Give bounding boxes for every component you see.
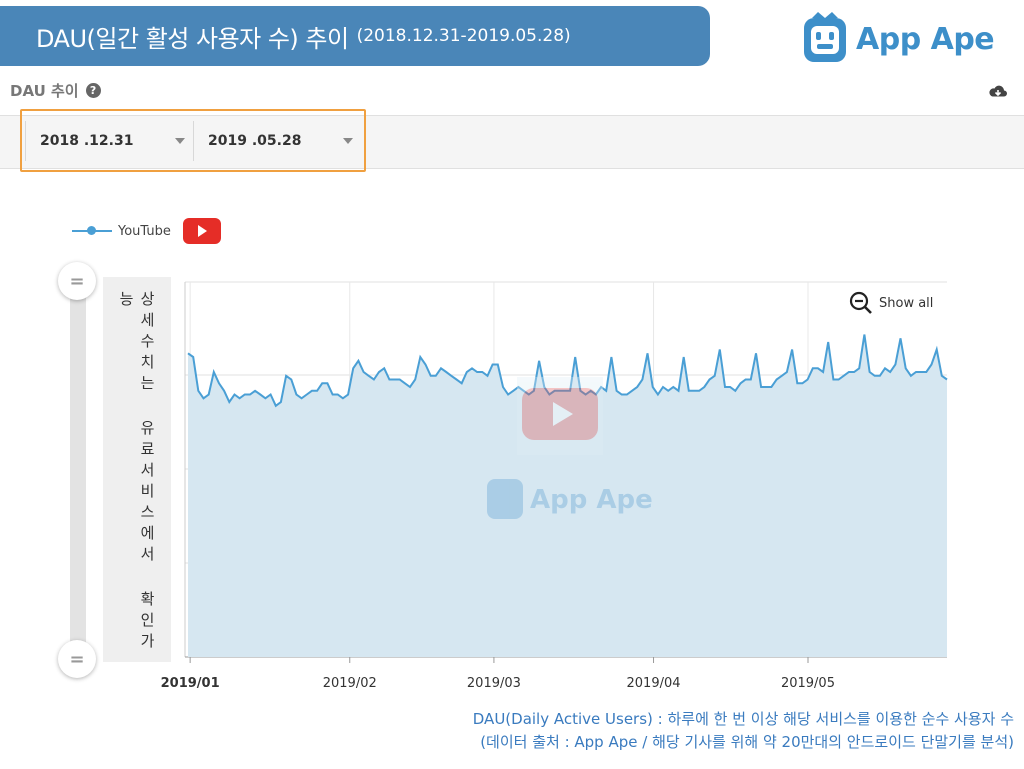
logo-text: App Ape (856, 21, 995, 57)
zoom-out-icon (849, 291, 872, 314)
chart-legend[interactable]: YouTube (72, 218, 221, 244)
slider-handle-top[interactable]: = (58, 262, 96, 300)
x-tick-label: 2019/05 (781, 676, 835, 691)
end-date-value: 2019 .05.28 (208, 133, 302, 149)
cloud-download-icon[interactable] (988, 84, 1008, 104)
show-all-label: Show all (879, 295, 934, 311)
start-date-value: 2018 .12.31 (40, 133, 134, 149)
app-ape-logo: App Ape (802, 12, 995, 66)
series-area-youtube (188, 334, 947, 657)
x-tick-label: 2019/03 (467, 676, 521, 691)
footnote: DAU(Daily Active Users) : 하루에 한 번 이상 해당 … (473, 708, 1014, 754)
footnote-line-2: (데이터 출처 : App Ape / 해당 기사를 위해 약 20만대의 안드… (480, 733, 1014, 751)
paid-service-notice: 상세수치는 유료서비스에서 확인가능 (103, 277, 171, 662)
paid-service-notice-text: 상세수치는 유료서비스에서 확인가능 (117, 291, 156, 654)
watermark-play-icon (522, 388, 598, 440)
watermark-play-triangle (553, 402, 573, 426)
section-title: DAU 추이 ? (10, 80, 101, 101)
legend-series-name: YouTube (118, 223, 171, 239)
help-icon[interactable]: ? (85, 83, 101, 98)
footnote-line-1: DAU(Daily Active Users) : 하루에 한 번 이상 해당 … (472, 710, 1014, 728)
legend-line-marker (72, 226, 112, 235)
chevron-down-icon (175, 138, 185, 144)
series-line-youtube (187, 334, 948, 408)
x-tick-label: 2019/04 (627, 676, 681, 691)
start-date-select[interactable]: 2018 .12.31 (25, 121, 193, 161)
x-axis-ticks: 2019/01 2019/02 2019/03 2019/04 2019/05 (161, 657, 835, 691)
section-title-text: DAU 추이 (10, 82, 79, 100)
x-tick-label: 2019/01 (161, 676, 220, 691)
page-date-range: (2018.12.31-2019.05.28) (356, 26, 571, 46)
date-range-highlight (20, 109, 366, 172)
slider-handle-bottom[interactable]: = (58, 640, 96, 678)
watermark: App Ape (487, 377, 653, 519)
header-banner: DAU(일간 활성 사용자 수) 추이 (2018.12.31-2019.05.… (0, 6, 710, 66)
watermark-box (517, 377, 603, 455)
end-date-select[interactable]: 2019 .05.28 (193, 121, 361, 161)
chevron-down-icon (343, 138, 353, 144)
app-ape-monkey-icon (804, 12, 846, 62)
show-all-button[interactable]: Show all (849, 291, 933, 315)
x-tick-label: 2019/02 (323, 676, 377, 691)
range-slider-track[interactable] (70, 285, 86, 660)
youtube-icon (182, 218, 221, 244)
watermark-text: App Ape (530, 485, 653, 515)
date-toolbar (0, 115, 1024, 169)
page-title: DAU(일간 활성 사용자 수) 추이 (36, 24, 349, 53)
watermark-monkey-icon (487, 479, 523, 519)
